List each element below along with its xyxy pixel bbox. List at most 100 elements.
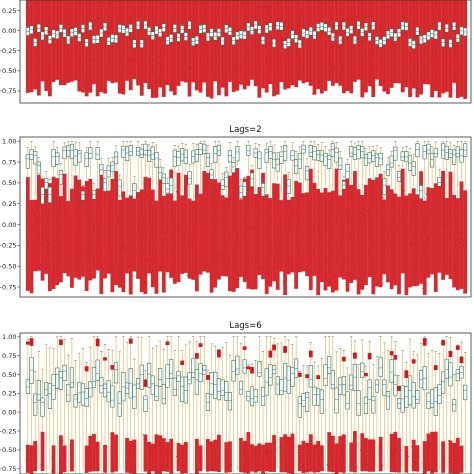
box-82 [323,0,328,91]
outlier-point [288,472,291,474]
outlier-point [162,466,164,468]
outlier-point [234,195,236,197]
outlier-point [258,54,260,56]
outlier-point [298,219,300,221]
outlier-band [217,0,221,96]
outlier-point [95,443,98,445]
box-12 [66,355,71,474]
box-body [327,154,332,169]
outlier-point [285,78,287,81]
outlier-point [136,277,138,279]
outlier-band [25,177,30,291]
outlier-point [309,229,311,231]
outlier-point [423,17,425,19]
box-61 [245,140,251,289]
outlier-point [105,445,107,447]
outlier-band [154,0,159,98]
box-body [349,374,354,391]
outlier-point [184,49,187,52]
outlier-point [291,461,293,463]
box-50 [205,369,210,474]
box-body [455,146,460,158]
outlier-point [132,439,134,441]
box-body [227,150,233,163]
box-body [290,367,295,387]
outlier-band [121,191,126,293]
box-70 [278,0,284,83]
box-62 [249,0,255,80]
box-81 [319,0,325,94]
outlier-point [185,14,187,16]
box-body [154,385,159,401]
outlier-point [402,81,404,83]
box-112 [433,0,438,91]
outlier-point [417,68,420,71]
box-73 [290,142,295,273]
outlier-point [65,216,68,219]
outlier-point [111,459,113,462]
outlier-point [398,209,400,211]
outlier-point [424,46,426,48]
outlier-point [432,471,434,473]
outlier-point [142,216,144,218]
outlier-point [154,258,156,260]
box-40 [169,167,174,278]
outlier-point [126,467,128,469]
outlier-band [430,188,434,275]
y-tick-label: 0.75 [2,352,16,360]
outlier-point [392,454,394,456]
box-107 [415,0,420,98]
outlier-band [95,0,100,97]
outlier-point [198,450,200,453]
outlier-point [439,226,441,228]
box-body [257,151,262,169]
outlier-point [120,250,122,252]
box-37 [157,0,163,88]
box-104 [404,0,409,88]
outlier-band [172,0,177,96]
outlier-band [437,0,442,98]
box-53 [216,0,222,96]
outlier-point [141,288,143,290]
outlier-point [392,204,395,206]
box-body [246,145,251,156]
box-47 [194,341,200,474]
box-84 [330,336,335,474]
outlier-point [166,65,169,68]
outlier-point [238,275,240,277]
outlier-point [194,254,197,256]
outlier-point [60,452,62,454]
box-113 [437,353,442,471]
outlier-point [93,448,95,450]
outlier-point [27,202,29,205]
outlier-band [444,0,449,92]
outlier-point [227,20,229,22]
outlier-point [199,250,201,252]
outlier-band [239,437,243,473]
outlier-point [88,457,90,459]
box-body [283,145,288,161]
outlier-point [78,202,80,204]
box-body [102,177,108,192]
outlier-point [333,451,335,453]
outlier-point [372,189,374,191]
outlier-point [417,452,420,454]
box-32 [139,144,144,293]
outlier-point [200,202,202,204]
box-110 [426,352,431,472]
outlier-point [452,465,454,468]
outlier-point [184,244,187,247]
outlier-point [59,196,61,198]
outlier-point [353,242,355,244]
outlier-point [354,8,357,10]
box-54 [220,173,225,277]
outlier-point [244,449,246,451]
box-82 [323,336,328,472]
outlier-band [305,443,310,473]
outlier-point [399,217,401,219]
box-67 [267,140,273,287]
outlier-point [90,199,93,201]
outlier-point [382,197,384,199]
box-120 [463,352,468,471]
box-79 [312,140,317,276]
